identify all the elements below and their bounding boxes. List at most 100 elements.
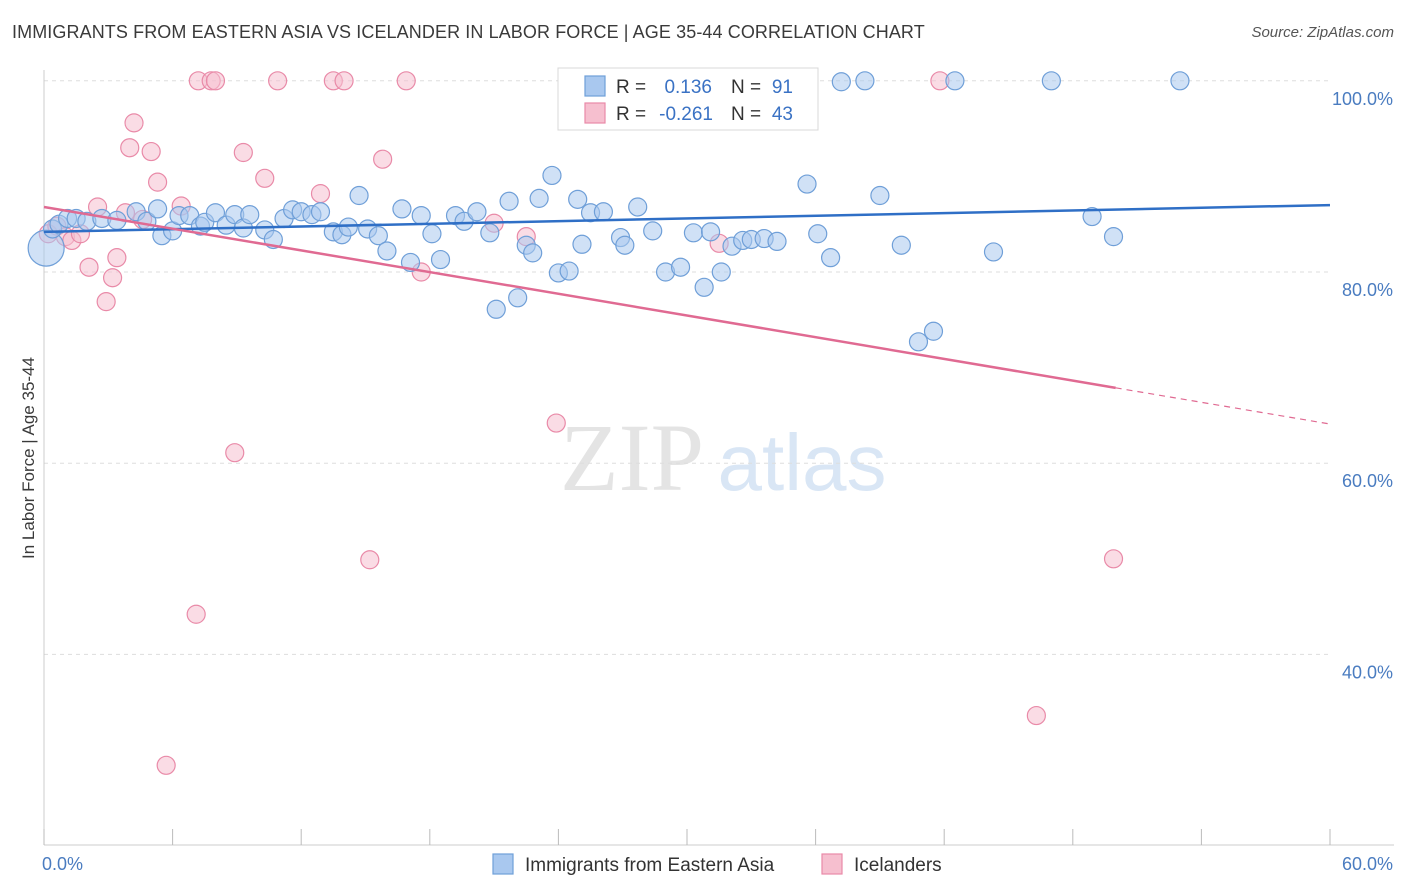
eastern-asia-point-47 [508, 288, 528, 308]
y-tick-label-1: 80.0% [1342, 280, 1393, 300]
icelanders-point-24 [255, 168, 275, 188]
bottom-legend: Immigrants from Eastern Asia Icelanders [492, 853, 942, 876]
icelanders-point-23 [233, 142, 253, 163]
icelanders-point-16 [156, 755, 176, 775]
eastern-asia-point-79 [870, 185, 890, 206]
eastern-asia-point-46 [499, 191, 519, 211]
legend-r-value-pink: -0.261 [659, 104, 713, 125]
icelanders-point-15 [147, 172, 168, 192]
icelanders-point-14 [141, 141, 161, 162]
x-tick-label-left: 0.0% [42, 854, 83, 874]
grid-lines [44, 80, 1330, 655]
eastern-asia-point-36 [392, 199, 412, 219]
eastern-asia-point-59 [615, 235, 635, 255]
eastern-asia-point-76 [821, 248, 841, 268]
eastern-asia-point-51 [542, 165, 562, 186]
eastern-asia-point-83 [945, 71, 965, 91]
eastern-asia-point-64 [683, 223, 704, 243]
bottom-legend-label-blue: Immigrants from Eastern Asia [525, 855, 775, 876]
icelanders-point-7 [96, 292, 116, 312]
eastern-asia-point-82 [923, 321, 944, 341]
eastern-asia-point-49 [523, 243, 543, 263]
eastern-asia-point-55 [572, 234, 592, 254]
eastern-asia-point-31 [338, 217, 358, 237]
watermark-zip: ZIP [560, 404, 704, 511]
y-tick-labels: 100.0% 80.0% 60.0% 40.0% [1332, 89, 1393, 683]
legend-swatch-blue [584, 75, 606, 97]
eastern-asia-point-78 [855, 71, 875, 91]
eastern-asia-point-66 [700, 222, 721, 242]
eastern-asia-point-34 [368, 226, 388, 246]
icelanders-point-35 [546, 413, 566, 433]
eastern-asia-point-38 [411, 205, 431, 226]
legend-swatch-pink [584, 102, 606, 124]
legend-n-label-blue: N = [731, 77, 761, 98]
icelanders-point-8 [102, 268, 123, 288]
eastern-asia-point-42 [454, 211, 474, 231]
icelanders-trend-line-extension [1115, 387, 1331, 425]
y-tick-label-0: 100.0% [1332, 89, 1393, 109]
icelanders-point-9 [107, 248, 127, 268]
eastern-asia-point-72 [767, 231, 787, 252]
top-legend: R = 0.136 N = 91 R = -0.261 N = 43 [557, 67, 819, 131]
eastern-asia-point-65 [694, 277, 714, 297]
eastern-asia-point-43 [467, 202, 487, 222]
eastern-asia-point-45 [486, 299, 506, 319]
eastern-asia-point-88 [1170, 71, 1190, 91]
eastern-asia-point-39 [422, 224, 442, 244]
eastern-asia-point-61 [643, 221, 663, 241]
y-tick-label-2: 60.0% [1342, 471, 1393, 491]
eastern-asia-point-60 [628, 197, 648, 217]
eastern-asia-point-21 [240, 205, 260, 225]
eastern-asia-point-85 [1041, 71, 1061, 91]
eastern-asia-point-57 [593, 202, 614, 222]
eastern-asia-point-50 [529, 188, 549, 208]
legend-r-label-pink: R = [616, 104, 646, 125]
icelanders-point-39 [1026, 705, 1046, 726]
icelanders-point-31 [396, 71, 416, 91]
eastern-asia-point-86 [1082, 206, 1102, 227]
axes [43, 70, 1394, 846]
icelanders-point-18 [186, 604, 206, 624]
icelanders-point-29 [360, 550, 380, 570]
eastern-asia-trend-line [43, 203, 1331, 234]
watermark-atlas: atlas [718, 418, 887, 507]
bottom-legend-swatch-pink [821, 853, 843, 875]
eastern-asia-point-77 [831, 72, 851, 92]
eastern-asia-point-67 [711, 262, 731, 282]
eastern-asia-points [27, 71, 1190, 352]
eastern-asia-point-80 [891, 235, 911, 255]
eastern-asia-point-63 [670, 257, 691, 277]
legend-n-value-blue: 91 [772, 77, 793, 98]
bottom-legend-label-pink: Icelanders [854, 855, 942, 876]
icelanders-point-30 [373, 149, 393, 169]
icelanders-point-28 [334, 71, 354, 91]
legend-r-label-blue: R = [616, 77, 646, 98]
icelanders-point-25 [268, 71, 288, 91]
eastern-asia-point-81 [908, 332, 929, 352]
legend-n-label-pink: N = [731, 104, 761, 125]
icelanders-point-12 [124, 113, 144, 133]
eastern-asia-point-75 [808, 224, 828, 244]
eastern-asia-point-87 [1103, 227, 1124, 247]
y-tick-label-3: 40.0% [1342, 662, 1393, 682]
eastern-asia-point-74 [797, 174, 817, 194]
chart-title: IMMIGRANTS FROM EASTERN ASIA VS ICELANDE… [12, 22, 925, 42]
x-tick-label-right: 60.0% [1342, 854, 1393, 874]
eastern-asia-point-40 [430, 249, 451, 270]
eastern-asia-point-17 [205, 203, 226, 223]
eastern-asia-point-35 [377, 241, 397, 261]
eastern-asia-point-28 [310, 202, 331, 222]
eastern-asia-point-10 [147, 199, 168, 219]
icelanders-point-40 [1103, 549, 1124, 569]
y-axis-title: In Labor Force | Age 35-44 [19, 357, 38, 559]
icelanders-point-21 [205, 71, 226, 91]
trend-lines [43, 203, 1331, 425]
legend-r-value-blue: 0.136 [664, 77, 712, 98]
eastern-asia-point-54 [568, 189, 588, 209]
icelanders-point-26 [310, 184, 331, 204]
eastern-asia-point-53 [559, 261, 579, 281]
icelanders-trend-line [43, 205, 1116, 390]
chart-source: Source: ZipAtlas.com [1251, 24, 1394, 41]
